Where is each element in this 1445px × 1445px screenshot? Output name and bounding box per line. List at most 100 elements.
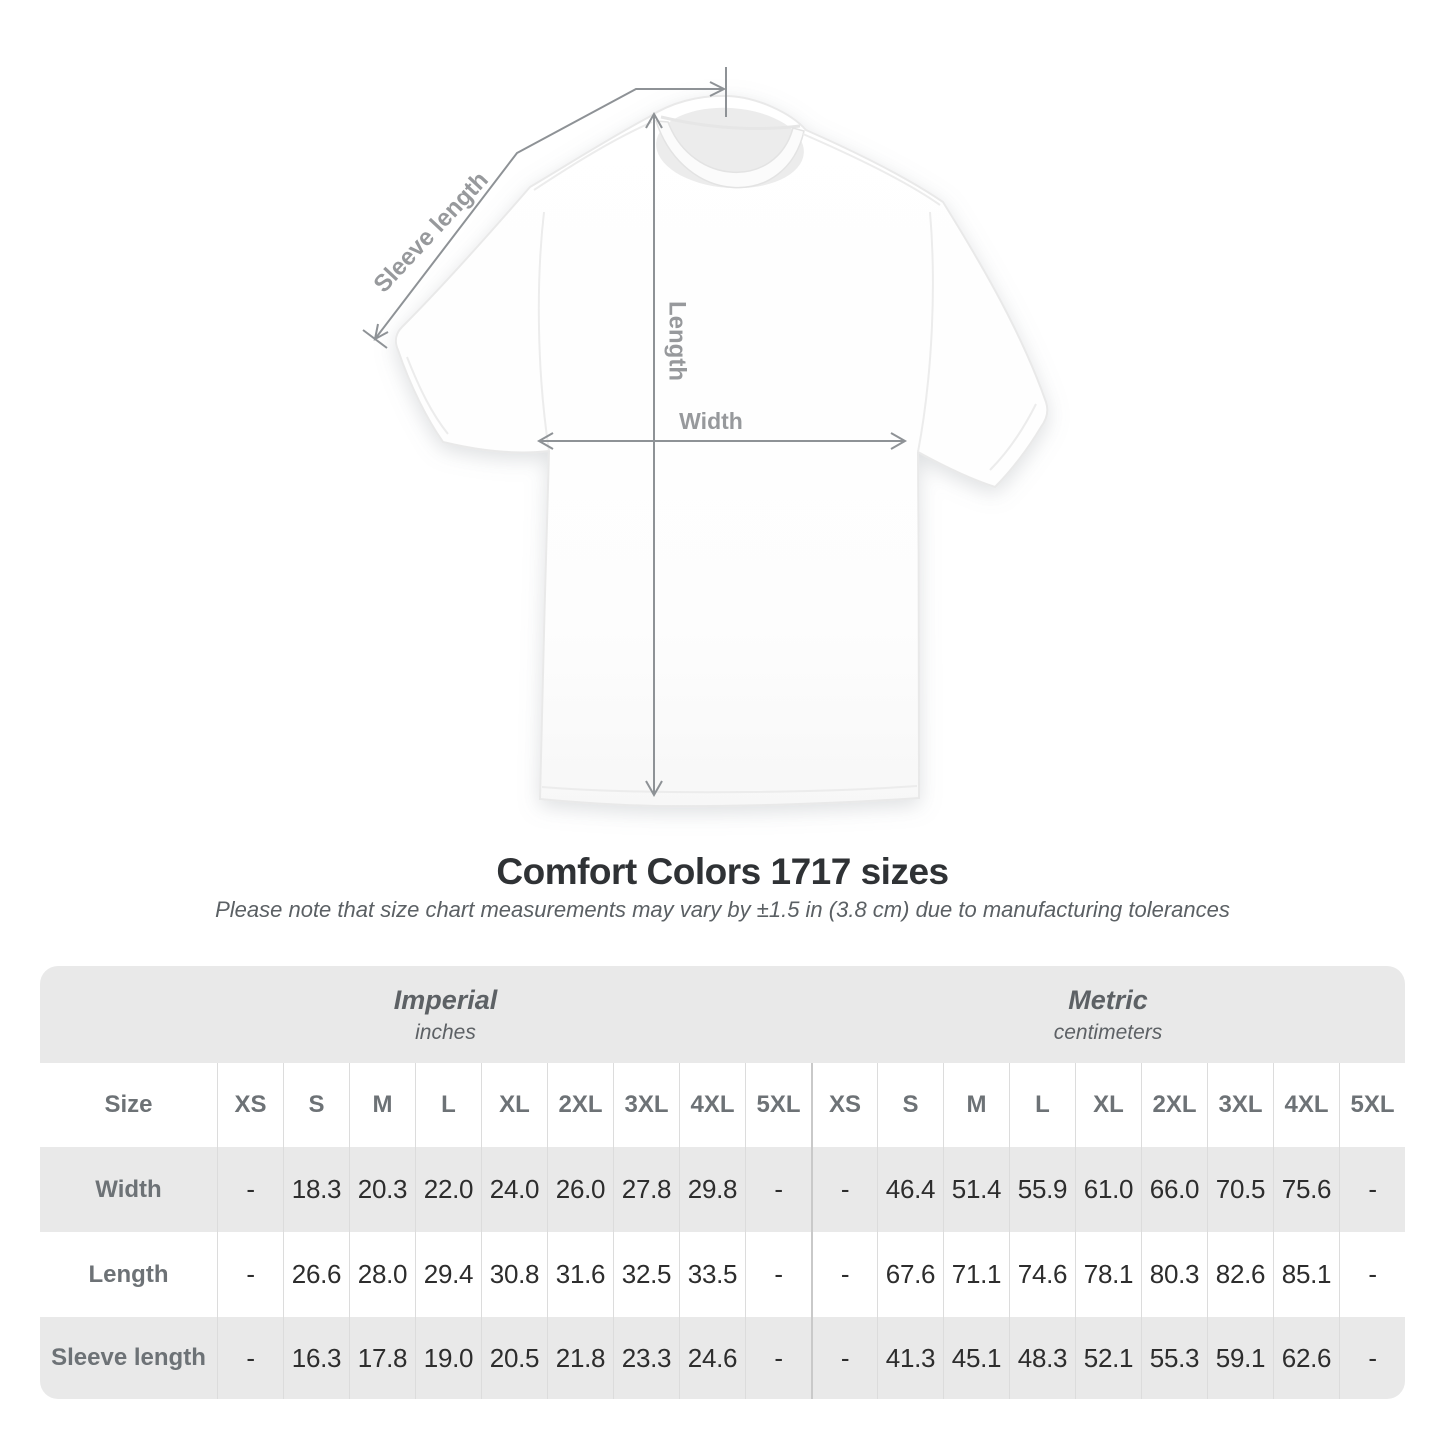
page-title: Comfort Colors 1717 sizes	[496, 851, 949, 892]
size-col-header: 5XL	[745, 1063, 811, 1147]
width-label: Width	[679, 408, 743, 434]
seam-lines	[406, 121, 1037, 794]
value-cell: 48.3	[1009, 1317, 1075, 1399]
size-col-header: L	[415, 1063, 481, 1147]
value-cell: 55.9	[1009, 1147, 1075, 1232]
value-cell: 67.6	[877, 1232, 943, 1317]
value-cell: 78.1	[1075, 1232, 1141, 1317]
value-cell: 20.3	[349, 1147, 415, 1232]
row-label: Length	[88, 1260, 169, 1288]
value-cell: 17.8	[349, 1317, 415, 1399]
value-cell: 74.6	[1009, 1232, 1075, 1317]
size-col-header: 4XL	[1273, 1063, 1339, 1147]
value-cell: -	[745, 1232, 811, 1317]
value-cell: 24.6	[679, 1317, 745, 1399]
row-label: Width	[95, 1175, 162, 1203]
value-cell: 59.1	[1207, 1317, 1273, 1399]
value-cell: 71.1	[943, 1232, 1009, 1317]
size-col-header: 2XL	[547, 1063, 613, 1147]
value-cell: 18.3	[283, 1147, 349, 1232]
imperial-label: Imperial	[393, 984, 498, 1015]
length-label: Length	[664, 301, 691, 381]
value-cell: 55.3	[1141, 1317, 1207, 1399]
imperial-units: inches	[415, 1020, 476, 1044]
size-col-header: XL	[1075, 1063, 1141, 1147]
value-cell: 61.0	[1075, 1147, 1141, 1232]
value-cell: 33.5	[679, 1232, 745, 1317]
value-cell: 22.0	[415, 1147, 481, 1232]
value-cell: -	[217, 1147, 283, 1232]
value-cell: 46.4	[877, 1147, 943, 1232]
table-row-sleeve-length: Sleeve length - 16.3 17.8 19.0 20.5 21.8…	[40, 1317, 1405, 1399]
value-cell: 29.4	[415, 1232, 481, 1317]
tshirt-measurement-diagram: Sleeve length Length Width	[362, 67, 1049, 808]
value-cell: -	[811, 1232, 877, 1317]
value-cell: 85.1	[1273, 1232, 1339, 1317]
value-cell: 30.8	[481, 1232, 547, 1317]
value-cell: -	[217, 1317, 283, 1399]
value-cell: 51.4	[943, 1147, 1009, 1232]
collar-front-band	[654, 120, 805, 189]
value-cell: 20.5	[481, 1317, 547, 1399]
table-row-width: Width - 18.3 20.3 22.0 24.0 26.0 27.8 29…	[40, 1147, 1405, 1232]
metric-units: centimeters	[1053, 1020, 1163, 1044]
width-arrow	[536, 432, 908, 450]
value-cell: 16.3	[283, 1317, 349, 1399]
size-header-row: Size XS S M L XL 2XL 3XL 4XL 5XL XS S M …	[40, 1063, 1405, 1147]
value-cell: 62.6	[1273, 1317, 1339, 1399]
value-cell: 21.8	[547, 1317, 613, 1399]
table-row-length: Length - 26.6 28.0 29.4 30.8 31.6 32.5 3…	[40, 1232, 1405, 1317]
size-col-header: 3XL	[1207, 1063, 1273, 1147]
value-cell: 70.5	[1207, 1147, 1273, 1232]
size-corner-label: Size	[104, 1091, 153, 1118]
size-col-header: 3XL	[613, 1063, 679, 1147]
size-col-header: XS	[811, 1063, 877, 1147]
value-cell: 82.6	[1207, 1232, 1273, 1317]
value-cell: 23.3	[613, 1317, 679, 1399]
size-col-header: 5XL	[1339, 1063, 1405, 1147]
value-cell: 28.0	[349, 1232, 415, 1317]
value-cell: 41.3	[877, 1317, 943, 1399]
value-cell: 75.6	[1273, 1147, 1339, 1232]
metric-header: Metric centimeters	[811, 966, 1405, 1063]
unit-header-row: Imperial inches Metric centimeters	[40, 966, 1405, 1063]
size-col-header: L	[1009, 1063, 1075, 1147]
size-col-header: 4XL	[679, 1063, 745, 1147]
value-cell: -	[1339, 1317, 1405, 1399]
value-cell: 80.3	[1141, 1232, 1207, 1317]
size-col-header: 2XL	[1141, 1063, 1207, 1147]
value-cell: -	[811, 1317, 877, 1399]
value-cell: 26.6	[283, 1232, 349, 1317]
value-cell: 24.0	[481, 1147, 547, 1232]
size-col-header: M	[349, 1063, 415, 1147]
imperial-header: Imperial inches	[40, 966, 811, 1063]
value-cell: -	[217, 1232, 283, 1317]
value-cell: 19.0	[415, 1317, 481, 1399]
value-cell: -	[745, 1147, 811, 1232]
value-cell: -	[1339, 1147, 1405, 1232]
value-cell: 45.1	[943, 1317, 1009, 1399]
size-col-header: S	[283, 1063, 349, 1147]
value-cell: 31.6	[547, 1232, 613, 1317]
row-label: Sleeve length	[51, 1344, 206, 1371]
value-cell: -	[745, 1317, 811, 1399]
value-cell: 52.1	[1075, 1317, 1141, 1399]
collar-back-ribbing	[660, 115, 801, 131]
size-col-header: S	[877, 1063, 943, 1147]
tshirt-body	[394, 94, 1049, 808]
value-cell: 29.8	[679, 1147, 745, 1232]
sleeve-length-arrow	[362, 67, 727, 349]
size-col-header: XL	[481, 1063, 547, 1147]
size-table: Imperial inches Metric centimeters Size …	[40, 966, 1405, 1399]
value-cell: -	[811, 1147, 877, 1232]
value-cell: 66.0	[1141, 1147, 1207, 1232]
value-cell: 32.5	[613, 1232, 679, 1317]
tshirt-graphic	[394, 94, 1049, 808]
value-cell: 26.0	[547, 1147, 613, 1232]
value-cell: 27.8	[613, 1147, 679, 1232]
size-col-header: XS	[217, 1063, 283, 1147]
length-arrow	[645, 111, 663, 798]
value-cell: -	[1339, 1232, 1405, 1317]
size-col-header: M	[943, 1063, 1009, 1147]
